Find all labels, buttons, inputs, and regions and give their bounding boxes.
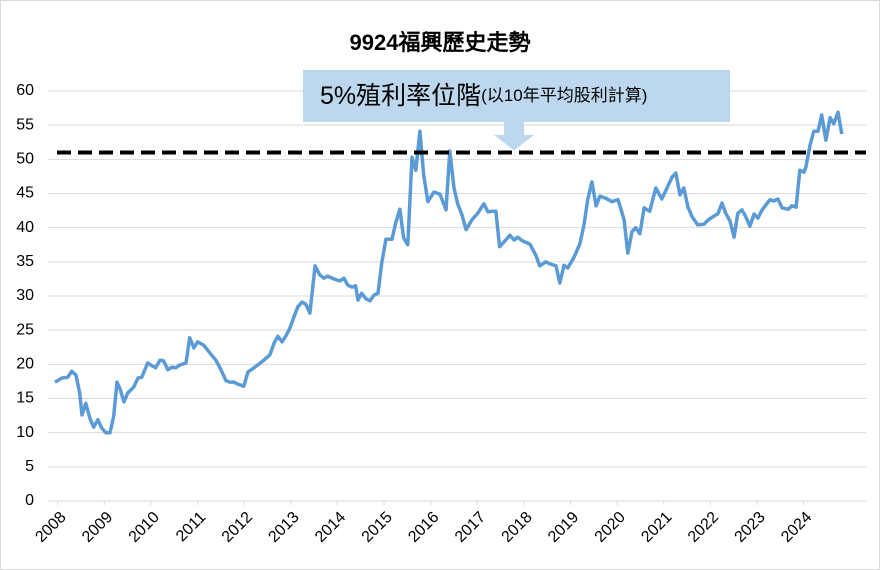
chart-title: 9924福興歷史走勢 xyxy=(350,30,531,55)
y-tick-label: 15 xyxy=(16,390,34,407)
annotation-text: 5%殖利率位階(以10年平均股利計算) xyxy=(320,82,647,110)
y-tick-label: 30 xyxy=(16,287,34,304)
y-tick-label: 55 xyxy=(16,116,34,133)
y-tick-label: 5 xyxy=(25,458,34,475)
y-tick-label: 20 xyxy=(16,356,34,373)
y-tick-label: 40 xyxy=(16,219,34,236)
y-tick-label: 0 xyxy=(25,492,34,509)
y-tick-label: 60 xyxy=(16,82,34,99)
y-tick-label: 10 xyxy=(16,424,34,441)
annotation-box xyxy=(303,70,730,122)
annotation-arrow xyxy=(494,122,535,151)
y-tick-label: 25 xyxy=(16,321,34,338)
annotation-note: (以10年平均股利計算) xyxy=(481,86,647,105)
y-tick-label: 50 xyxy=(16,151,34,168)
y-tick-label: 35 xyxy=(16,253,34,270)
annotation-main: 5%殖利率位階 xyxy=(320,82,481,110)
price-line xyxy=(54,110,844,435)
y-tick-label: 45 xyxy=(16,185,34,202)
